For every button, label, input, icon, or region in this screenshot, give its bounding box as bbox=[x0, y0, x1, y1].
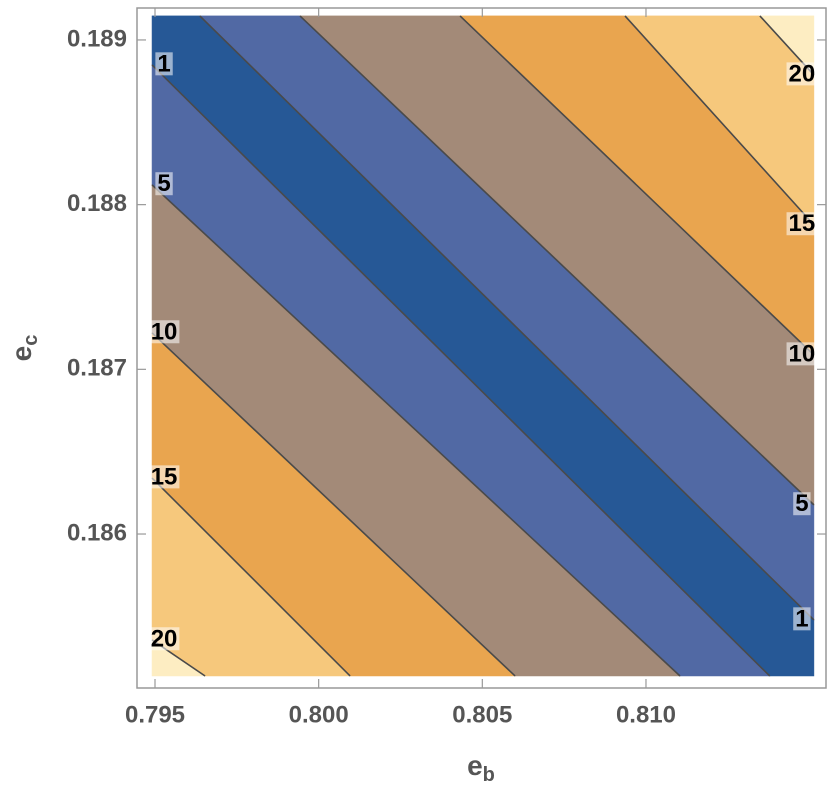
contour-label: 5 bbox=[157, 170, 170, 197]
x-axis-label-sub: b bbox=[483, 764, 495, 786]
contour-label-bg bbox=[786, 342, 818, 366]
contour-label-bg bbox=[148, 320, 180, 344]
axes: 0.795 0.800 0.805 0.810 0.186 0.187 0.188 0.189 bbox=[67, 8, 826, 728]
x-tick-label: 0.810 bbox=[616, 701, 676, 728]
y-tick-label: 0.187 bbox=[67, 355, 127, 382]
contour-line bbox=[624, 15, 815, 226]
x-axis-label-base: e bbox=[467, 750, 483, 781]
contour-line bbox=[151, 332, 516, 677]
contour-label: 1 bbox=[795, 605, 808, 632]
contour-label-bg bbox=[786, 62, 818, 86]
y-axis-label: ec bbox=[6, 335, 42, 362]
contour-label: 5 bbox=[795, 490, 808, 517]
contour-lines bbox=[151, 15, 815, 677]
contour-label: 20 bbox=[151, 625, 178, 652]
contour-line bbox=[151, 477, 351, 677]
contour-label: 10 bbox=[151, 318, 178, 345]
x-tick-label: 0.795 bbox=[125, 701, 185, 728]
contour-label-bg bbox=[155, 52, 173, 76]
contour-line bbox=[299, 15, 815, 506]
contour-label: 15 bbox=[789, 210, 816, 237]
y-axis-label-sub: c bbox=[20, 335, 42, 346]
x-tick-label: 0.805 bbox=[452, 701, 512, 728]
frame bbox=[136, 7, 827, 689]
y-tick-label: 0.186 bbox=[67, 519, 127, 546]
contour-line bbox=[199, 15, 815, 621]
y-axis-label-base: e bbox=[6, 346, 37, 362]
y-tick-label: 0.189 bbox=[67, 25, 127, 52]
contour-label-bg bbox=[148, 465, 180, 489]
contour-label-bg bbox=[148, 627, 180, 651]
contour-label-bg bbox=[793, 492, 811, 516]
contour-label: 10 bbox=[789, 340, 816, 367]
contour-line bbox=[151, 64, 771, 677]
contour-line bbox=[151, 184, 681, 677]
contour-label-bg bbox=[793, 607, 811, 631]
y-tick-label: 0.188 bbox=[67, 190, 127, 217]
x-tick-label: 0.800 bbox=[289, 701, 349, 728]
contour-line bbox=[459, 15, 815, 356]
contour-label: 1 bbox=[157, 50, 170, 77]
contour-label-bg bbox=[155, 172, 173, 196]
contour-label-bg bbox=[786, 212, 818, 236]
contour-label: 15 bbox=[151, 463, 178, 490]
x-axis-label: eb bbox=[467, 750, 495, 786]
contour-label: 20 bbox=[789, 60, 816, 87]
